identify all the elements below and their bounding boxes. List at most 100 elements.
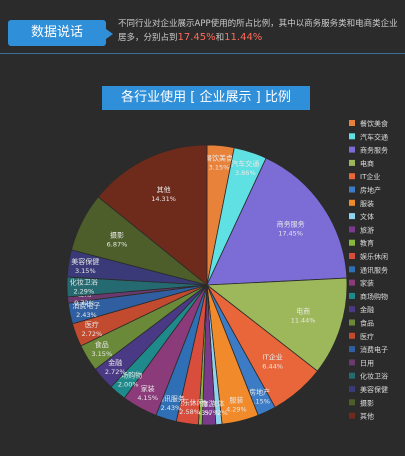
slice-label-10: 娱乐休闲	[176, 398, 204, 407]
legend-swatch-7	[349, 213, 355, 220]
legend-swatch-3	[349, 159, 355, 166]
legend-swatch-0	[349, 120, 355, 126]
legend-label-14: 金融	[360, 305, 374, 314]
legend-swatch-16	[349, 332, 355, 339]
slice-label-17: 消费电子	[72, 301, 100, 310]
slice-value-9: 0.43%	[191, 409, 212, 417]
legend-label-21: 摄影	[360, 398, 374, 407]
slice-label-20: 美容保健	[71, 257, 99, 266]
slice-value-7: 0.72%	[207, 409, 228, 417]
header-badge: 数据说话	[8, 20, 113, 46]
slice-label-14: 金融	[108, 358, 122, 367]
legend-label-19: 化妆卫浴	[360, 372, 388, 381]
slice-label-13: 商场购物	[114, 371, 142, 380]
slice-label-19: 化妆卫浴	[70, 278, 98, 287]
slice-value-14: 2.72%	[105, 368, 126, 376]
legend-swatch-18	[349, 359, 355, 366]
legend-swatch-19	[349, 372, 355, 379]
slice-value-3: 11.44%	[291, 316, 316, 324]
legend-label-22: 其他	[360, 412, 374, 421]
slice-label-1: 汽车交通	[231, 159, 259, 168]
slice-label-8: 旅游	[202, 399, 216, 408]
slice-label-5: 房地产	[249, 387, 270, 396]
slice-value-22: 14.31%	[151, 195, 176, 203]
slice-value-5: 2.15%	[249, 397, 270, 405]
legend-label-15: 食品	[360, 319, 374, 328]
slice-value-12: 4.15%	[137, 394, 158, 402]
slice-value-19: 2.29%	[73, 288, 94, 296]
legend-swatch-6	[349, 199, 355, 206]
legend-label-13: 商场购物	[360, 292, 388, 301]
chart-title: 各行业使用 [ 企业展示 ] 比例	[102, 86, 310, 110]
slice-label-11: 通讯服务	[157, 394, 185, 403]
slice-value-13: 2.00%	[118, 381, 139, 389]
legend-label-2: 商务服务	[360, 146, 388, 155]
slice-value-20: 3.15%	[75, 267, 96, 275]
legend-label-10: 娱乐休闲	[360, 252, 388, 261]
pie-slice-22	[97, 144, 208, 286]
slice-value-4: 6.44%	[262, 363, 283, 371]
slice-value-11: 2.43%	[161, 404, 182, 412]
legend-label-8: 旅游	[360, 225, 374, 234]
legend-label-12: 家装	[360, 279, 374, 288]
header-text-prefix: 不同行业对企业展示APP使用的所占比例，其中以商务服务类和电商类企业居多，分别占…	[118, 19, 398, 43]
legend-swatch-9	[349, 239, 355, 246]
slice-label-15: 食品	[95, 340, 109, 349]
legend-label-0: 餐饮美食	[360, 119, 388, 128]
legend-swatch-8	[349, 226, 355, 233]
slice-value-15: 3.15%	[91, 350, 112, 358]
legend-label-17: 消费电子	[360, 345, 388, 354]
legend-swatch-2	[349, 146, 355, 153]
legend-label-5: 房地产	[360, 186, 381, 195]
legend-swatch-11	[349, 266, 355, 273]
slice-value-0: 3.15%	[209, 163, 230, 171]
legend-swatch-4	[349, 173, 355, 180]
slice-label-16: 医疗	[85, 320, 99, 329]
legend-label-6: 服装	[360, 199, 374, 208]
legend-swatch-10	[349, 253, 355, 259]
legend-label-4: IT企业	[360, 172, 380, 181]
legend-label-7: 文体	[360, 212, 374, 221]
highlight-percent-2: 11.44%	[224, 32, 263, 43]
slice-label-0: 餐饮美食	[205, 153, 233, 162]
header-text-and: 和	[215, 33, 225, 43]
legend-swatch-20	[349, 386, 355, 392]
legend-swatch-15	[349, 319, 355, 326]
slice-value-10: 2.58%	[179, 408, 200, 416]
legend-swatch-17	[349, 346, 355, 353]
highlight-percent-1: 17.45%	[177, 32, 216, 43]
pie-slice-3	[205, 277, 348, 372]
slice-value-2: 17.45%	[278, 230, 303, 238]
slice-label-22: 其他	[157, 185, 171, 194]
slice-value-8: 1.57%	[198, 409, 219, 417]
slice-label-2: 商务服务	[277, 220, 305, 229]
slice-label-12: 家装	[141, 384, 155, 393]
legend-swatch-14	[349, 306, 355, 313]
slice-value-18: 0.72%	[74, 299, 95, 307]
legend-label-16: 医疗	[360, 332, 374, 341]
legend-swatch-5	[349, 186, 355, 193]
pie-slice-2	[206, 157, 348, 286]
header-divider	[0, 53, 405, 54]
slice-label-6: 服装	[229, 396, 243, 405]
slice-value-21: 6.87%	[107, 241, 128, 249]
slice-label-7: 文体	[211, 399, 225, 408]
legend-swatch-1	[349, 133, 355, 140]
legend-swatch-21	[349, 399, 355, 406]
legend-label-20: 美容保健	[360, 385, 388, 394]
slice-value-1: 3.86%	[235, 169, 256, 177]
header-description: 不同行业对企业展示APP使用的所占比例，其中以商务服务类和电商类企业居多，分别占…	[118, 17, 403, 45]
slice-label-4: IT企业	[262, 353, 282, 362]
legend-label-1: 汽车交通	[360, 132, 388, 141]
legend-label-3: 电商	[360, 159, 374, 168]
slice-label-9: 教育	[194, 399, 208, 408]
legend-swatch-13	[349, 292, 355, 299]
legend-label-9: 教育	[360, 239, 374, 248]
slice-value-17: 2.43%	[76, 311, 97, 319]
slice-label-21: 摄影	[110, 231, 124, 240]
slice-value-6: 4.29%	[226, 406, 247, 414]
legend-label-11: 通讯服务	[360, 265, 388, 274]
legend-swatch-22	[349, 412, 355, 419]
legend-swatch-12	[349, 279, 355, 286]
legend-label-18: 日用	[360, 359, 374, 367]
